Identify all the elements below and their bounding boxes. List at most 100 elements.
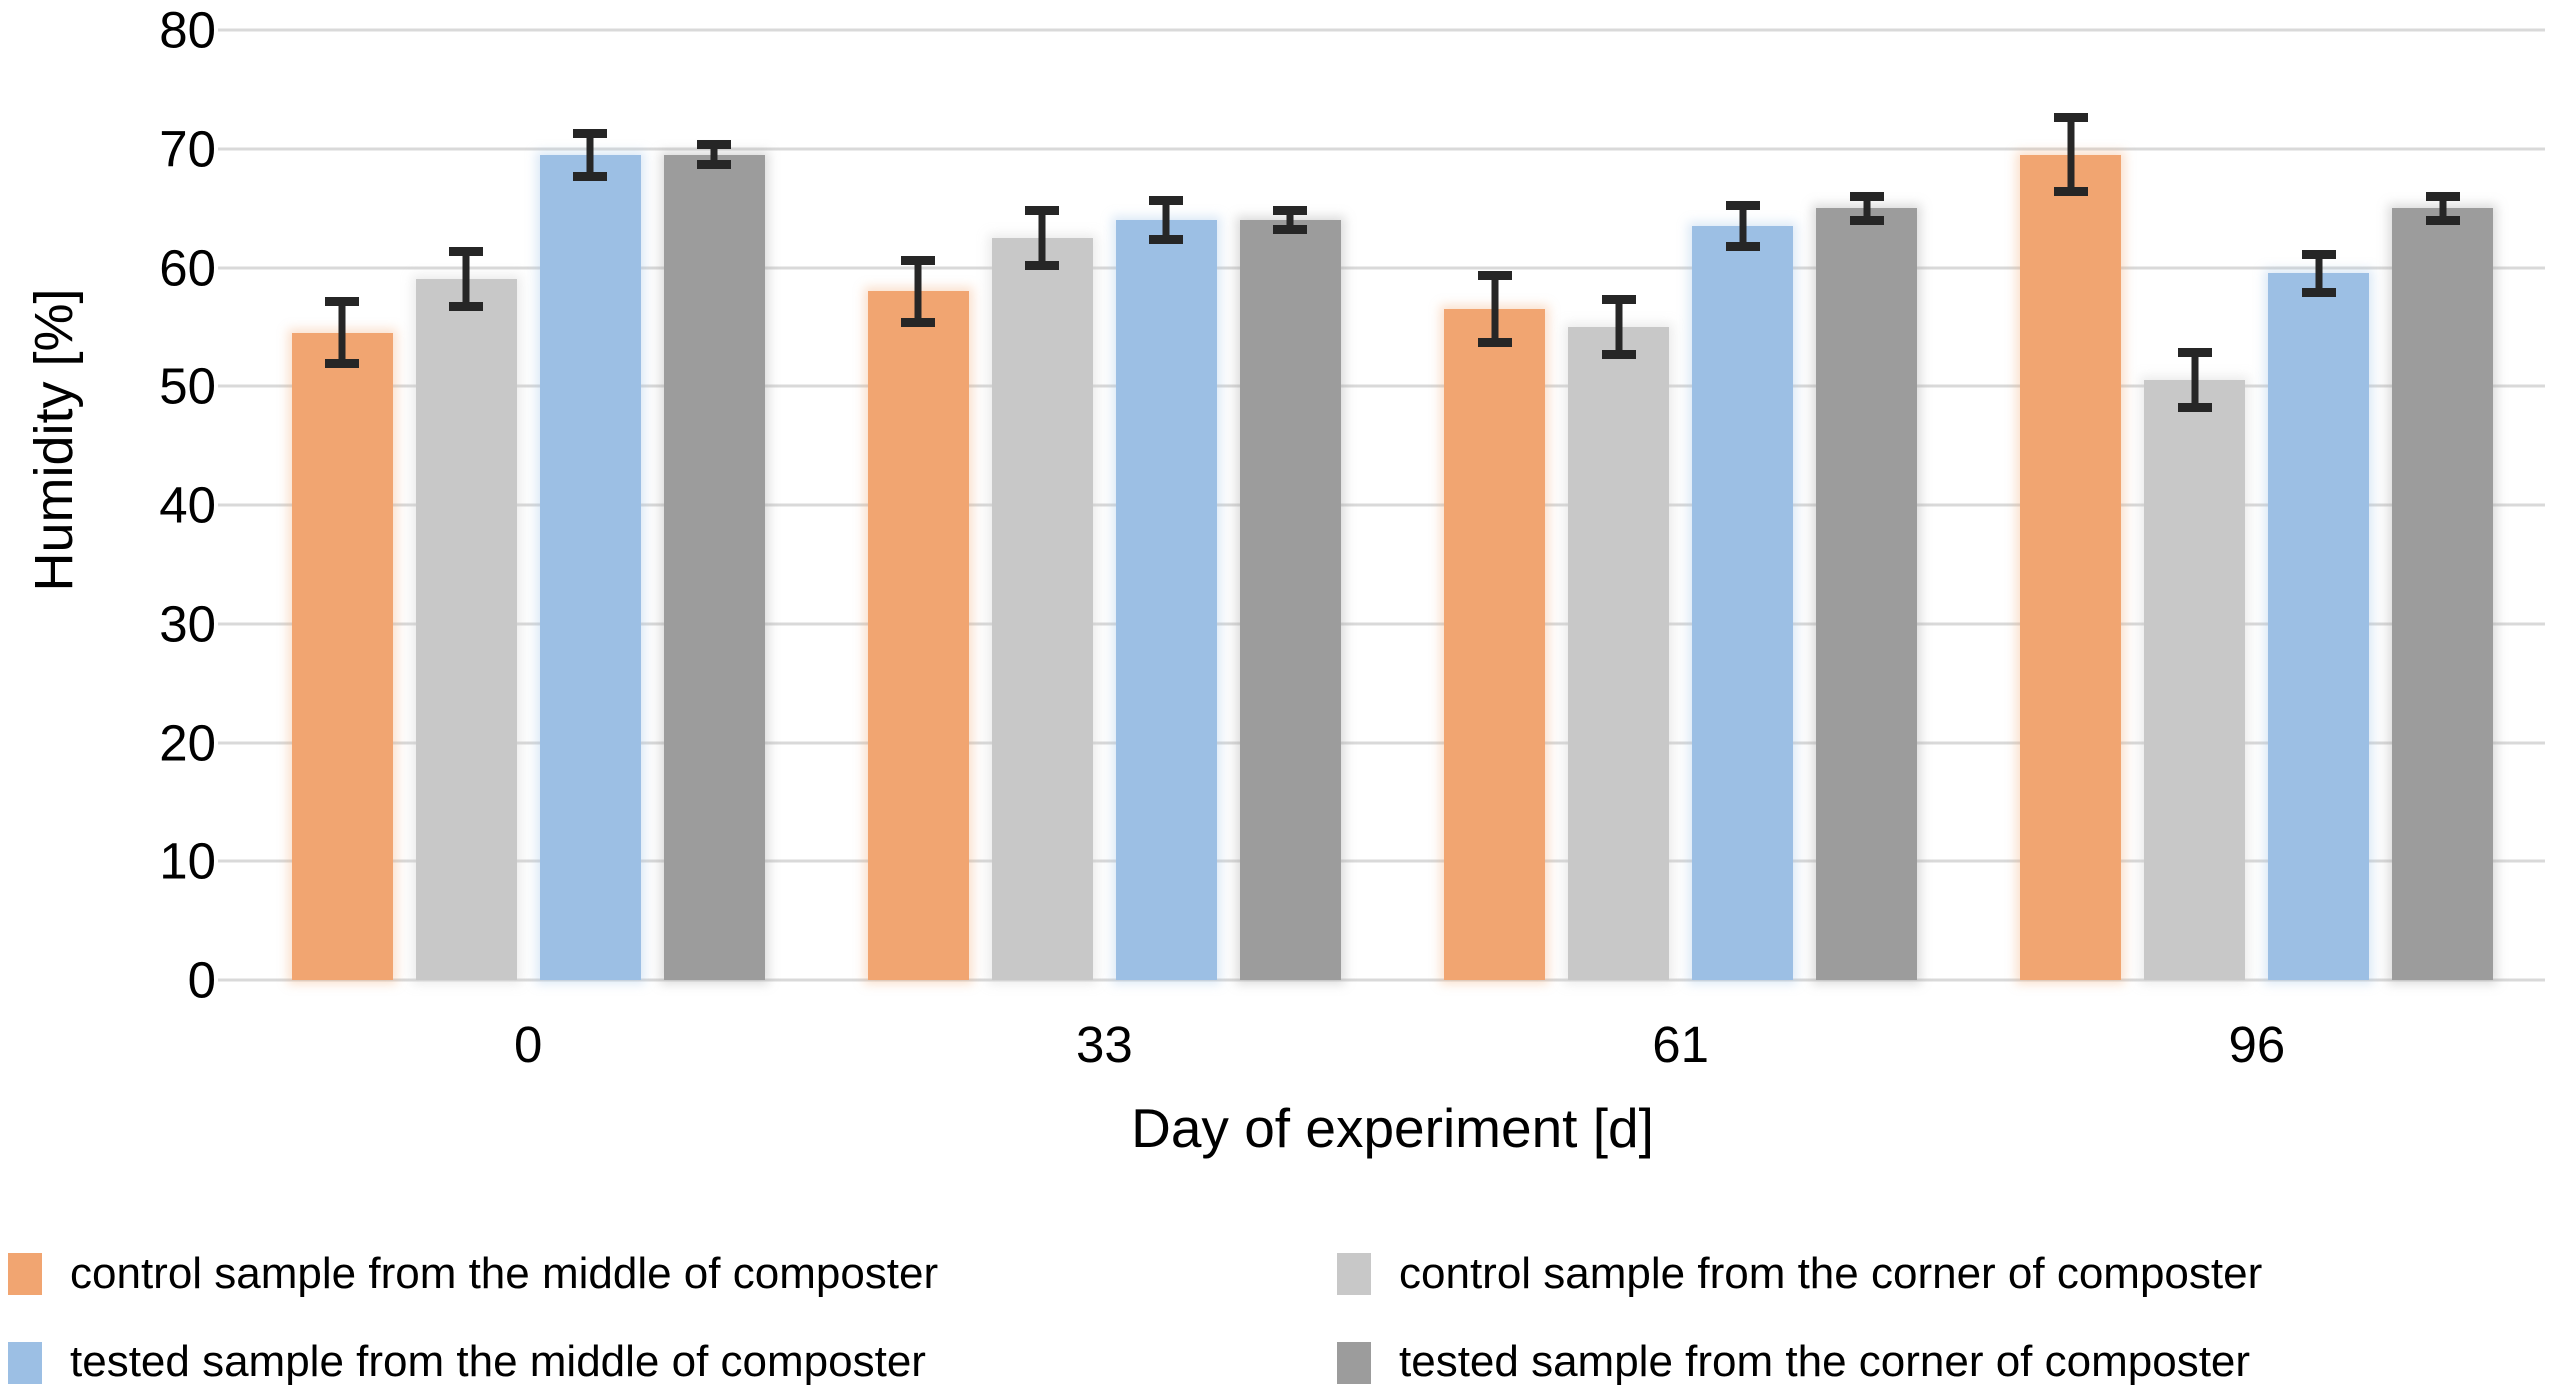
gridline-y-40 — [240, 503, 2545, 507]
error-bar-cap-top — [1477, 271, 1512, 281]
y-axis-tick-labels: 0 10 20 30 40 50 60 70 80 — [0, 5, 216, 1006]
error-bar-series-3-day-61 — [1849, 191, 1884, 225]
y-tick-label: 0 — [187, 951, 216, 1009]
bar-series-2-day-61 — [1692, 225, 1794, 980]
error-bar-cap-bottom — [573, 171, 608, 181]
error-bar-cap-top — [1025, 205, 1060, 215]
error-bar-series-0-day-0 — [325, 297, 360, 369]
error-bar-cap-top — [1149, 196, 1184, 206]
error-bar-line — [1491, 271, 1499, 348]
error-bar-line — [2439, 191, 2447, 225]
x-tick-label-0: 0 — [513, 1016, 543, 1073]
error-bar-cap-bottom — [1849, 215, 1884, 225]
error-bar-series-3-day-33 — [1273, 205, 1308, 235]
error-bar-cap-top — [573, 128, 608, 138]
error-bar-cap-bottom — [2177, 403, 2212, 413]
error-bar-series-2-day-33 — [1149, 196, 1184, 244]
error-bar-cap-top — [325, 297, 360, 307]
y-tick-mark — [218, 28, 240, 32]
error-bar-cap-top — [1849, 191, 1884, 201]
gridline-y-10 — [240, 859, 2545, 863]
error-bar-series-2-day-96 — [2301, 249, 2336, 298]
error-bar-line — [2067, 113, 2075, 197]
error-bar-line — [586, 128, 594, 181]
error-bar-cap-top — [901, 255, 936, 265]
error-bar-series-1-day-96 — [2177, 348, 2212, 413]
error-bar-line — [1162, 196, 1170, 244]
error-bar-series-2-day-61 — [1725, 201, 1760, 251]
y-tick-label: 10 — [159, 832, 216, 890]
error-bar-series-0-day-33 — [901, 255, 936, 327]
bar-series-1-day-61 — [1568, 326, 1670, 980]
y-tick-mark — [218, 741, 240, 744]
y-tick-mark — [218, 503, 240, 507]
error-bar-cap-top — [1273, 205, 1308, 215]
bar-group-day-0 — [240, 30, 816, 980]
error-bar-cap-bottom — [2053, 187, 2088, 197]
y-tick-label: 20 — [159, 714, 216, 771]
error-bar-series-1-day-61 — [1601, 294, 1636, 359]
bar-series-3-day-33 — [1239, 220, 1341, 980]
y-tick-label: 50 — [159, 357, 216, 415]
legend-label: control sample from the middle of compos… — [70, 1249, 939, 1298]
bar-series-1-day-33 — [991, 237, 1093, 980]
error-bar-cap-bottom — [2301, 288, 2336, 298]
bar-series-0-day-0 — [291, 332, 393, 980]
error-bar-line — [1863, 191, 1871, 225]
bar-series-1-day-0 — [415, 279, 517, 980]
error-bar-line — [710, 140, 718, 169]
legend-swatch — [8, 1253, 42, 1296]
x-axis-title: Day of experiment [d] — [1131, 1097, 1654, 1159]
error-bar-series-0-day-61 — [1477, 271, 1512, 348]
error-bar-cap-top — [2301, 249, 2336, 259]
legend-label: control sample from the corner of compos… — [1399, 1249, 2263, 1298]
error-bar-cap-bottom — [1601, 349, 1636, 359]
bar-series-0-day-61 — [1444, 309, 1546, 980]
legend-item-series-1: control sample from the corner of compos… — [1337, 1249, 2548, 1298]
y-tick-label: 70 — [159, 120, 216, 178]
error-bar-line — [2315, 249, 2323, 298]
y-tick-mark — [218, 622, 240, 626]
error-bar-cap-bottom — [1149, 234, 1184, 244]
error-bar-series-0-day-96 — [2053, 113, 2088, 197]
bar-group-day-96 — [1969, 30, 2545, 980]
bar-group-day-61 — [1393, 30, 1969, 980]
error-bar-cap-bottom — [2425, 215, 2460, 225]
error-bar-cap-top — [2177, 348, 2212, 358]
y-tick-label: 40 — [159, 476, 216, 534]
error-bar-cap-bottom — [1025, 260, 1060, 270]
error-bar-cap-top — [1601, 294, 1636, 304]
error-bar-cap-bottom — [1725, 241, 1760, 251]
error-bar-cap-bottom — [449, 302, 484, 312]
legend-label: tested sample from the middle of compost… — [70, 1337, 926, 1387]
bar-series-3-day-96 — [2392, 208, 2494, 980]
gridline-y-60 — [240, 266, 2545, 269]
error-bar-line — [1615, 294, 1623, 359]
error-bar-cap-bottom — [901, 317, 936, 327]
legend-swatch — [1337, 1253, 1371, 1296]
error-bar-cap-bottom — [325, 359, 360, 369]
error-bar-cap-bottom — [1273, 225, 1308, 235]
bar-series-3-day-61 — [1816, 208, 1918, 980]
x-tick-label-61: 61 — [1652, 1016, 1709, 1073]
legend-swatch — [8, 1341, 42, 1384]
gridline-y-80 — [240, 28, 2545, 32]
error-bar-cap-top — [697, 140, 732, 150]
error-bar-line — [338, 297, 346, 369]
bar-series-3-day-0 — [663, 154, 765, 980]
error-bar-cap-top — [2053, 113, 2088, 123]
error-bar-series-1-day-33 — [1025, 205, 1060, 270]
y-tick-label: 30 — [159, 595, 216, 653]
legend: control sample from the middle of compos… — [8, 1249, 2548, 1387]
error-bar-line — [1739, 201, 1747, 251]
error-bar-series-1-day-0 — [449, 247, 484, 312]
error-bar-series-3-day-0 — [697, 140, 732, 169]
bar-series-2-day-33 — [1115, 220, 1217, 980]
legend-swatch — [1337, 1341, 1371, 1384]
error-bar-cap-top — [1725, 201, 1760, 210]
legend-item-series-2: tested sample from the middle of compost… — [8, 1337, 1337, 1387]
legend-item-series-3: tested sample from the corner of compost… — [1337, 1337, 2548, 1386]
error-bar-line — [1038, 205, 1046, 270]
error-bar-line — [462, 247, 470, 312]
